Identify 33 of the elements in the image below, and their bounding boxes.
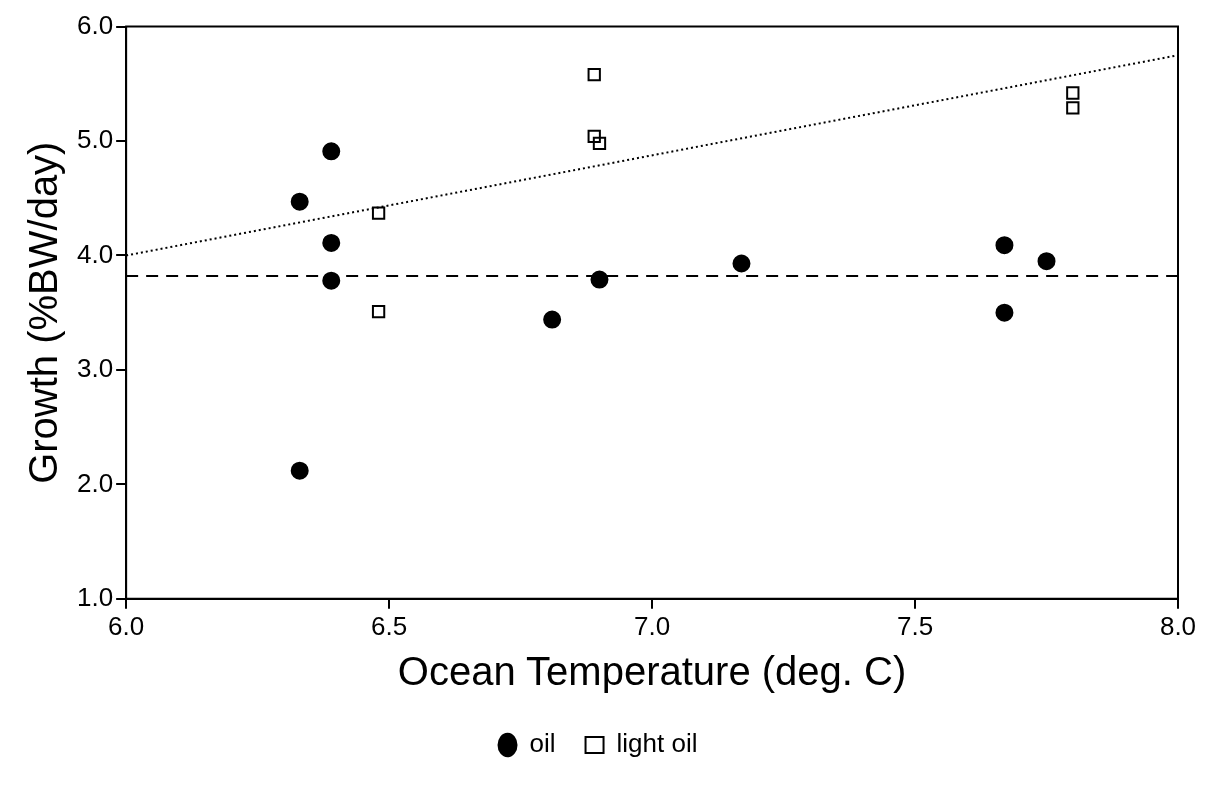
point	[732, 254, 751, 273]
point	[290, 461, 309, 480]
y-tick-label: 5.0	[76, 124, 114, 155]
point	[587, 129, 601, 144]
x-tick-label: 7.5	[896, 610, 934, 641]
point	[592, 136, 607, 150]
point	[1037, 252, 1056, 271]
point	[322, 142, 341, 161]
y-axis-title: Growth (%BW/day)	[21, 141, 66, 484]
point	[543, 310, 562, 329]
point	[590, 270, 609, 289]
point	[371, 304, 386, 319]
point	[1066, 101, 1080, 115]
y-tick-label: 4.0	[76, 238, 114, 269]
point	[587, 68, 601, 82]
point	[1066, 86, 1080, 100]
point	[995, 303, 1014, 322]
point	[322, 271, 341, 290]
point	[995, 236, 1014, 255]
y-tick-label: 6.0	[76, 9, 114, 40]
y-tick-label: 1.0	[76, 581, 114, 612]
point	[371, 206, 386, 220]
legend-label: light oil	[616, 728, 698, 759]
x-tick-label: 8.0	[1159, 610, 1197, 641]
x-tick-label: 7.0	[633, 610, 671, 641]
y-tick-label: 2.0	[76, 467, 114, 498]
x-tick-label: 6.0	[108, 610, 145, 641]
x-tick-label: 6.5	[371, 610, 408, 641]
y-tick-label: 3.0	[76, 353, 114, 384]
point	[322, 233, 341, 252]
legend-label: oil	[529, 728, 556, 759]
point	[290, 192, 309, 211]
x-axis-title: Ocean Temperature (deg. C)	[397, 649, 907, 694]
